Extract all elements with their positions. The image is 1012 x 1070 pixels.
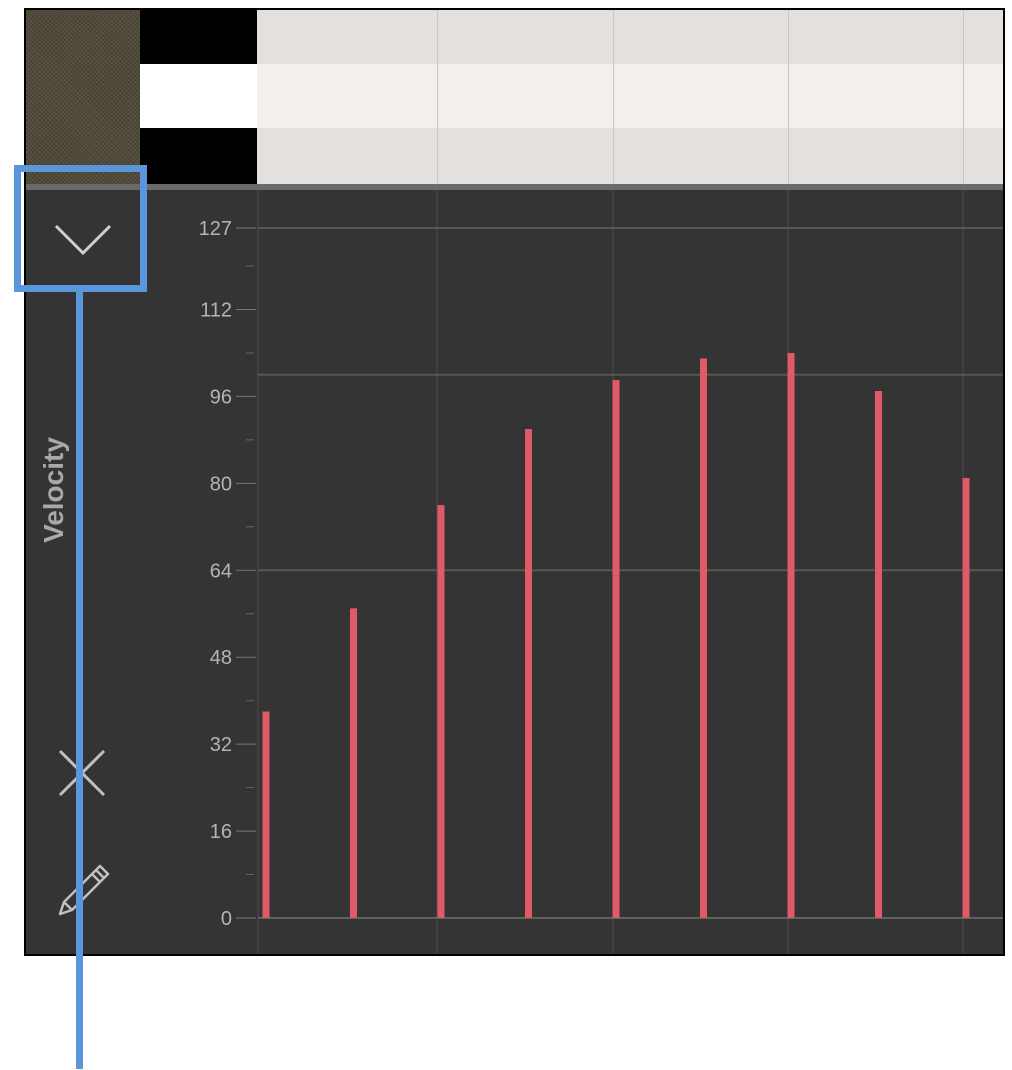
chevron-down-icon [54, 224, 112, 256]
velocity-bar[interactable] [962, 477, 970, 918]
piano-key-black[interactable] [140, 10, 257, 64]
beat-gridline [437, 10, 438, 184]
y-tick-label: 48 [210, 647, 232, 669]
velocity-bar[interactable] [437, 505, 445, 918]
pencil-icon [58, 864, 110, 916]
note-lane[interactable] [257, 64, 1003, 128]
velocity-chart[interactable]: 0 16 32 48 64 80 96 112 127 [26, 190, 1005, 956]
piano-key-white[interactable] [140, 64, 257, 128]
velocity-bar[interactable] [612, 380, 620, 918]
y-tick-label: 112 [200, 299, 232, 321]
velocity-label: Velocity [38, 437, 69, 543]
velocity-bar[interactable] [525, 429, 532, 918]
beat-gridline [963, 10, 964, 184]
callout-line [76, 292, 83, 1069]
y-tick-label: 80 [210, 473, 232, 495]
velocity-bar[interactable] [787, 352, 795, 918]
highlight-box [14, 165, 147, 292]
y-tick-label: 16 [210, 821, 232, 843]
velocity-bar[interactable] [350, 608, 357, 918]
note-lane[interactable] [257, 10, 1003, 64]
pencil-tool-button[interactable] [54, 858, 116, 920]
y-tick-label: 96 [210, 386, 232, 408]
midi-editor-frame: 0 16 32 48 64 80 96 112 127 Velocity [24, 8, 1005, 956]
velocity-bar[interactable] [262, 711, 270, 918]
y-tick-label: 127 [199, 218, 232, 240]
piano-roll [26, 10, 1003, 184]
velocity-panel: 0 16 32 48 64 80 96 112 127 Velocity [26, 190, 1003, 954]
y-tick-label: 32 [210, 734, 232, 756]
piano-key-black[interactable] [140, 128, 257, 184]
panel-resize-divider[interactable] [26, 184, 1003, 190]
y-tick-label: 0 [221, 908, 232, 930]
beat-gridline [613, 10, 614, 184]
collapse-button[interactable] [26, 190, 140, 290]
track-thumbnail [26, 10, 140, 184]
y-tick-label: 64 [210, 560, 232, 582]
velocity-bar[interactable] [875, 390, 882, 918]
velocity-bar[interactable] [700, 358, 707, 919]
note-lane[interactable] [257, 128, 1003, 184]
beat-gridline [788, 10, 789, 184]
